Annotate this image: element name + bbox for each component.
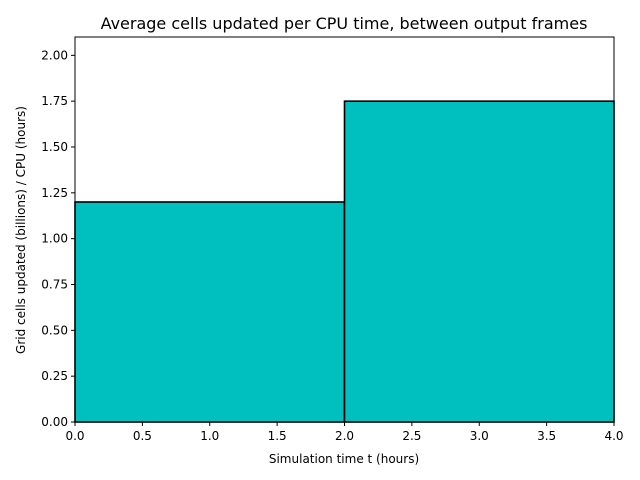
x-tick-label: 2.0 [335,429,354,443]
x-tick-label: 2.5 [402,429,421,443]
x-tick-label: 0.0 [65,429,84,443]
x-tick-label: 3.5 [537,429,556,443]
y-tick-label: 1.00 [41,232,68,246]
y-tick-label: 1.25 [41,186,68,200]
y-tick-label: 0.75 [41,278,68,292]
y-tick-label: 1.50 [41,140,68,154]
chart-title: Average cells updated per CPU time, betw… [101,14,588,33]
y-tick-label: 0.25 [41,369,68,383]
x-tick-label: 4.0 [604,429,623,443]
y-axis-label: Grid cells updated (billions) / CPU (hou… [14,106,28,354]
x-tick-label: 1.0 [200,429,219,443]
y-axis-ticks: 0.00 0.25 0.50 0.75 1.00 1.25 1.50 1.75 2.00 [41,48,75,429]
y-tick-label: 0.50 [41,323,68,337]
x-axis-label: Simulation time t (hours) [269,452,419,466]
y-tick-label: 2.00 [41,48,68,62]
x-tick-label: 1.5 [268,429,287,443]
x-tick-label: 0.5 [133,429,152,443]
bar-2 [343,100,615,423]
y-tick-label: 1.75 [41,94,68,108]
x-tick-label: 3.0 [470,429,489,443]
x-axis-ticks: 0.0 0.5 1.0 1.5 2.0 2.5 3.0 3.5 4.0 [65,422,624,443]
bar-1 [74,201,346,423]
bars-group [74,100,615,423]
y-tick-label: 0.00 [41,415,68,429]
